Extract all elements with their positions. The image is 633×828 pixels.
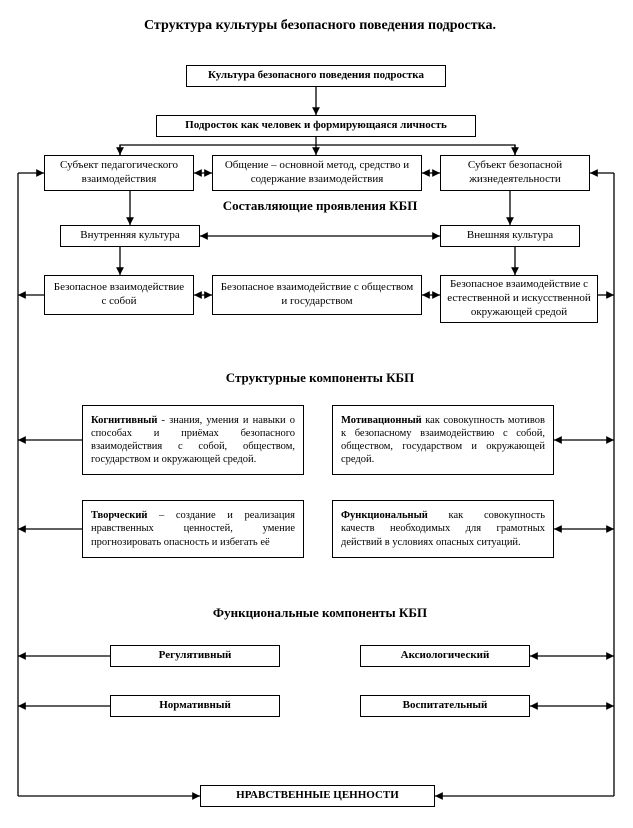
func-educational: Воспитательный: [360, 695, 530, 717]
func-normative: Нормативный: [110, 695, 280, 717]
main-title: Структура культуры безопасного поведения…: [110, 18, 530, 34]
component-cognitive: Когнитивный - знания, умения и навыки о …: [82, 405, 304, 475]
node-interaction-environment: Безопасное взаимодействие с естественной…: [440, 275, 598, 323]
section1-title: Составляющие проявления КБП: [190, 198, 450, 214]
component-functional: Функциональный как совокупность качеств …: [332, 500, 554, 558]
section2-title: Структурные компоненты КБП: [190, 370, 450, 386]
func-regulatory: Регулятивный: [110, 645, 280, 667]
node-internal-culture: Внутренняя культура: [60, 225, 200, 247]
node-interaction-self: Безопасное взаимодействие с собой: [44, 275, 194, 315]
component-creative: Творческий – создание и реализация нравс…: [82, 500, 304, 558]
component-motivational: Мотивационный как совокупность мотивов к…: [332, 405, 554, 475]
func-axiological: Аксиологический: [360, 645, 530, 667]
node-culture-safe-behavior: Культура безопасного поведения подростка: [186, 65, 446, 87]
node-pedagogical-subject: Субъект педагогического взаимодействия: [44, 155, 194, 191]
node-adolescent-personality: Подросток как человек и формирующаяся ли…: [156, 115, 476, 137]
section3-title: Функциональные компоненты КБП: [170, 605, 470, 621]
node-communication-method: Общение – основной метод, средство и сод…: [212, 155, 422, 191]
node-external-culture: Внешняя культура: [440, 225, 580, 247]
node-moral-values: НРАВСТВЕННЫЕ ЦЕННОСТИ: [200, 785, 435, 807]
node-interaction-society: Безопасное взаимодействие с обществом и …: [212, 275, 422, 315]
node-life-safety-subject: Субъект безопасной жизнедеятельности: [440, 155, 590, 191]
